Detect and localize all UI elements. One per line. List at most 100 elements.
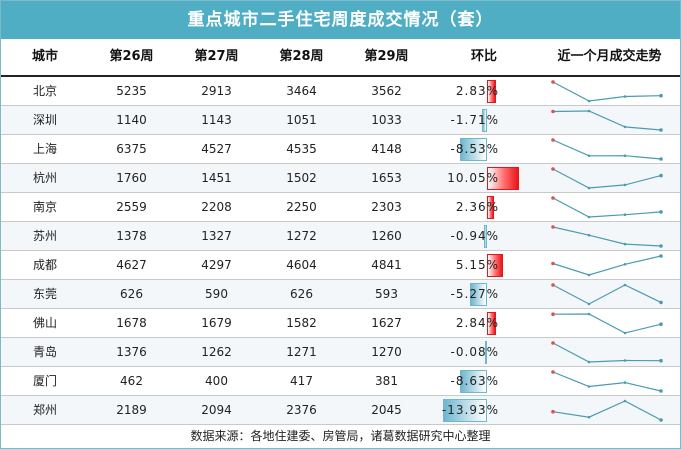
week-value-cell: 1270 bbox=[371, 345, 402, 359]
week-value-cell: 4627 bbox=[116, 258, 147, 272]
trend-sparkline bbox=[551, 254, 663, 277]
change-label: 2.83% bbox=[455, 84, 499, 98]
change-bar bbox=[443, 399, 487, 422]
sparkline-path bbox=[552, 284, 662, 305]
sparkline-point bbox=[623, 154, 627, 157]
week-value-cell: 4527 bbox=[201, 142, 232, 156]
week-value-cell: 1679 bbox=[201, 316, 232, 330]
table-row: 深圳 1140 1143 1051 1033 -1.71% bbox=[1, 106, 680, 135]
table-row: 厦门 462 400 417 381 -8.63% bbox=[1, 367, 680, 396]
week-value-cell: 626 bbox=[290, 287, 313, 301]
trend-sparkline bbox=[551, 225, 663, 248]
week-value-cell: 1378 bbox=[116, 229, 147, 243]
trend-sparkline bbox=[551, 196, 663, 219]
sparkline-point bbox=[659, 244, 663, 248]
sparkline-point bbox=[587, 186, 591, 190]
header-week-27: 第27周 bbox=[194, 49, 239, 64]
sparkline-point bbox=[659, 300, 663, 305]
sparkline-point bbox=[659, 254, 663, 258]
week-value-cell: 3464 bbox=[286, 84, 317, 98]
change-bar bbox=[470, 283, 487, 306]
change-bar bbox=[487, 80, 496, 103]
change-bar bbox=[487, 312, 496, 335]
sparkline-point bbox=[623, 242, 627, 246]
change-label: -8.63% bbox=[450, 374, 499, 388]
sparkline-point bbox=[623, 263, 627, 266]
city-cell: 青岛 bbox=[33, 345, 58, 359]
sparkline-point bbox=[587, 99, 591, 103]
table-row: 北京 5235 2913 3464 3562 2.83% bbox=[1, 77, 680, 106]
week-value-cell: 4148 bbox=[371, 142, 402, 156]
week-value-cell: 4604 bbox=[286, 258, 317, 272]
week-value-cell: 1582 bbox=[286, 316, 317, 330]
sparkline-point bbox=[659, 418, 663, 422]
week-value-cell: 1260 bbox=[371, 229, 402, 243]
sparkline-point bbox=[659, 173, 663, 178]
sparkline-point bbox=[623, 381, 627, 384]
table-row: 苏州 1378 1327 1272 1260 -0.94% bbox=[1, 222, 680, 251]
week-value-cell: 5235 bbox=[116, 84, 147, 98]
table-row: 杭州 1760 1451 1502 1653 10.05% bbox=[1, 164, 680, 193]
change-label: -5.27% bbox=[450, 287, 499, 301]
week-value-cell: 1451 bbox=[201, 171, 232, 185]
week-value-cell: 1051 bbox=[286, 113, 317, 127]
trend-sparkline bbox=[551, 109, 663, 132]
city-cell: 上海 bbox=[33, 142, 58, 156]
table-row: 上海 6375 4527 4535 4148 -8.53% bbox=[1, 135, 680, 164]
sparkline-point bbox=[587, 273, 591, 277]
week-value-cell: 1271 bbox=[286, 345, 317, 359]
sparkline-point bbox=[551, 312, 555, 316]
city-cell: 深圳 bbox=[33, 113, 58, 127]
week-value-cell: 3562 bbox=[371, 84, 402, 98]
change-label: -0.08% bbox=[450, 345, 499, 359]
week-value-cell: 1502 bbox=[286, 171, 317, 185]
trend-sparkline bbox=[551, 399, 663, 422]
week-value-cell: 2913 bbox=[201, 84, 232, 98]
week-value-cell: 462 bbox=[120, 374, 143, 388]
header-week-29: 第29周 bbox=[364, 49, 409, 64]
header-change: 环比 bbox=[470, 49, 497, 64]
city-cell: 厦门 bbox=[33, 374, 58, 388]
sparkline-path bbox=[552, 168, 662, 189]
sparkline-point bbox=[551, 370, 555, 374]
table-row: 郑州 2189 2094 2376 2045 -13.93% bbox=[1, 396, 680, 425]
sparkline-point bbox=[551, 341, 555, 345]
sparkline-point bbox=[587, 312, 591, 316]
sparkline-point bbox=[551, 409, 555, 414]
sparkline-path bbox=[552, 197, 662, 218]
week-value-cell: 590 bbox=[205, 287, 228, 301]
week-value-cell: 1262 bbox=[201, 345, 232, 359]
change-label: -8.53% bbox=[450, 142, 499, 156]
header-week-26: 第26周 bbox=[109, 49, 154, 64]
week-value-cell: 2250 bbox=[286, 200, 317, 214]
week-value-cell: 4841 bbox=[371, 258, 402, 272]
sparkline-point bbox=[623, 125, 627, 129]
week-value-cell: 2189 bbox=[116, 403, 147, 417]
table-row: 佛山 1678 1679 1582 1627 2.84% bbox=[1, 309, 680, 338]
sparkline-point bbox=[623, 95, 627, 98]
change-bar bbox=[487, 254, 504, 277]
sparkline-point bbox=[551, 261, 555, 266]
change-label: -13.93% bbox=[441, 403, 499, 417]
sparkline-point bbox=[623, 359, 627, 362]
week-value-cell: 1033 bbox=[371, 113, 402, 127]
trend-sparkline bbox=[551, 341, 663, 364]
change-label: -1.71% bbox=[450, 113, 499, 127]
change-bar bbox=[460, 138, 487, 161]
change-label: 2.84% bbox=[455, 316, 499, 330]
sparkline-point bbox=[587, 415, 591, 419]
sparkline-path bbox=[552, 371, 662, 392]
city-cell: 东莞 bbox=[33, 287, 58, 301]
change-label: 10.05% bbox=[447, 171, 499, 185]
sparkline-point bbox=[623, 283, 627, 287]
header-trend: 近一个月成交走势 bbox=[557, 49, 662, 64]
change-bar bbox=[487, 196, 495, 219]
sparkline-point bbox=[659, 157, 663, 161]
sparkline-point bbox=[587, 154, 591, 158]
trend-sparkline bbox=[551, 167, 663, 190]
sparkline-point bbox=[659, 128, 663, 132]
week-value-cell: 1140 bbox=[116, 113, 147, 127]
sparkline-path bbox=[552, 400, 662, 421]
city-cell: 杭州 bbox=[33, 171, 58, 185]
